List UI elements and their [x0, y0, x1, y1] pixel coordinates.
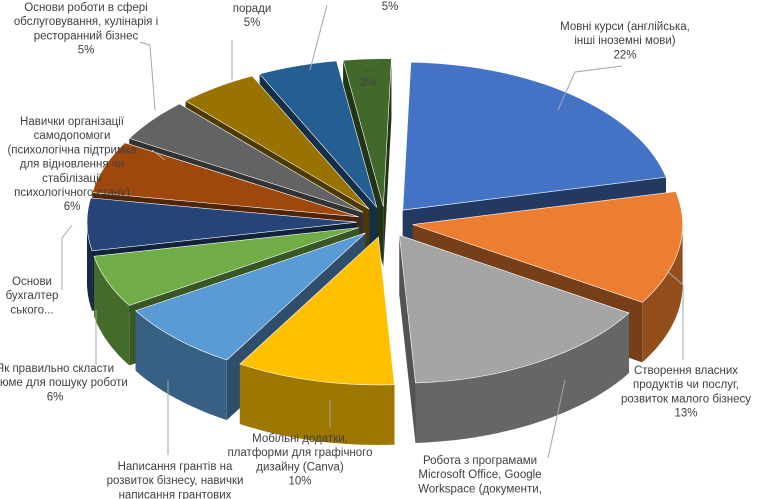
slice-6: [86, 197, 358, 252]
slice-label-11: ... 3%: [360, 63, 377, 89]
slice-side-3: [239, 364, 395, 445]
slice-0: [402, 61, 667, 211]
slice-label-line: бухгалтер: [6, 290, 59, 302]
leader-lines: [61, 4, 684, 459]
slice-label-9: поради 5%: [233, 3, 272, 29]
slice-3: [239, 236, 395, 386]
slice-label-1: Створення власних продуктів чи послуг, роз…: [621, 365, 751, 420]
slice-2: [399, 234, 630, 384]
slice-label-line: Microsoft Office, Google: [418, 469, 541, 481]
slice-label-line: написання грантових: [119, 489, 232, 499]
slice-label-line: розвиток бізнесу, навички: [107, 475, 244, 487]
slice-4: [135, 232, 366, 361]
slice-label-line: обслуговування, кулінарія і: [14, 16, 158, 28]
slice-label-7: Навички організації самодопомоги (психолог…: [7, 116, 137, 213]
slice-label-2: Робота з програмами Microsoft Office, Goo…: [418, 455, 542, 495]
slice-label-line: Основи роботи в сфері: [24, 2, 147, 14]
leader-line-0: [557, 65, 623, 111]
slice-side-4: [135, 310, 227, 420]
slice-label-line: 5%: [244, 17, 261, 29]
slice-8: [128, 103, 364, 213]
slice-label-line: ...: [363, 63, 373, 75]
slice-label-line: 13%: [674, 408, 697, 420]
leader-line-2: [547, 379, 566, 459]
slice-label-line: 6%: [47, 391, 64, 403]
leader-line-7: [151, 149, 166, 161]
slice-label-line: резюме для пошуку роботи: [0, 377, 128, 389]
slice-label-line: для відновлення чи: [20, 159, 124, 171]
slice-label-line: Workspace (документи,: [418, 483, 542, 495]
slice-label-line: 3%: [360, 77, 377, 89]
slice-label-line: 5%: [78, 45, 95, 57]
slice-wall-11-1: [383, 58, 392, 267]
slice-label-line: Мовні курси (англійська,: [560, 21, 690, 33]
slice-label-line: Основи: [12, 276, 52, 288]
slice-1: [412, 191, 683, 303]
slice-label-line: поради: [233, 3, 272, 15]
slice-side-5: [94, 256, 130, 366]
slice-label-line: 5%: [382, 1, 399, 13]
slice-10: [259, 60, 378, 208]
slice-label-line: 6%: [64, 201, 81, 213]
leader-line-10: [309, 4, 328, 71]
slice-label-line: Створення власних: [634, 365, 738, 377]
slice-side-2: [415, 313, 629, 443]
slice-label-line: (психологічна підтримка: [7, 144, 137, 156]
slice-label-line: 10%: [288, 476, 311, 488]
leader-line-6: [61, 224, 73, 290]
slice-9: [184, 75, 370, 210]
slice-label-6: Основи бухгалтер ського...: [6, 276, 59, 316]
slice-side-6: [87, 220, 93, 311]
slice-label-line: Написання грантів на: [118, 461, 233, 473]
slice-label-line: дизайну (Canva): [256, 461, 344, 473]
slice-label-line: ресторанний бізнес: [34, 30, 139, 42]
slice-label-line: продуктів чи послуг,: [633, 379, 739, 391]
slice-label-0: Мовні курси (англійська, інші іноземні мо…: [560, 21, 690, 61]
slice-label-5: Як правильно скласти резюме для пошуку ро…: [0, 363, 128, 403]
slice-tops: [86, 58, 683, 386]
slice-label-line: стабілізації: [42, 173, 103, 185]
slice-label-line: інші іноземні мови): [574, 35, 675, 47]
slice-label-10: 5%: [382, 1, 399, 13]
leader-line-1: [665, 269, 684, 360]
slice-wall-2-1: [399, 235, 416, 443]
leader-line-8: [139, 41, 156, 111]
slice-label-3: Мобільні додатки, платформи для графічног…: [227, 433, 372, 488]
slice-labels: Мовні курси (англійська, інші іноземні мо…: [0, 1, 751, 499]
slice-label-line: Робота з програмами: [423, 455, 537, 467]
slice-5: [93, 227, 360, 306]
slice-7: [91, 142, 359, 218]
slice-label-line: Як правильно скласти: [0, 363, 114, 375]
slice-label-line: розвиток малого бізнесу: [621, 393, 751, 405]
slice-label-4: Написання грантів на розвиток бізнесу, на…: [107, 461, 244, 499]
slice-11: [342, 58, 392, 207]
slice-label-line: Мобільні додатки,: [252, 433, 348, 445]
slice-label-line: самодопомоги: [34, 130, 111, 142]
slice-label-line: психологічного стану): [14, 187, 130, 199]
slice-label-line: Навички організації: [20, 116, 125, 128]
slice-label-line: ського...: [10, 304, 53, 316]
slice-label-8: Основи роботи в сфері обслуговування, кул…: [14, 2, 158, 57]
slice-side-1: [642, 223, 683, 363]
slice-label-line: платформи для графічного: [227, 447, 372, 459]
slice-label-line: 22%: [613, 49, 636, 61]
